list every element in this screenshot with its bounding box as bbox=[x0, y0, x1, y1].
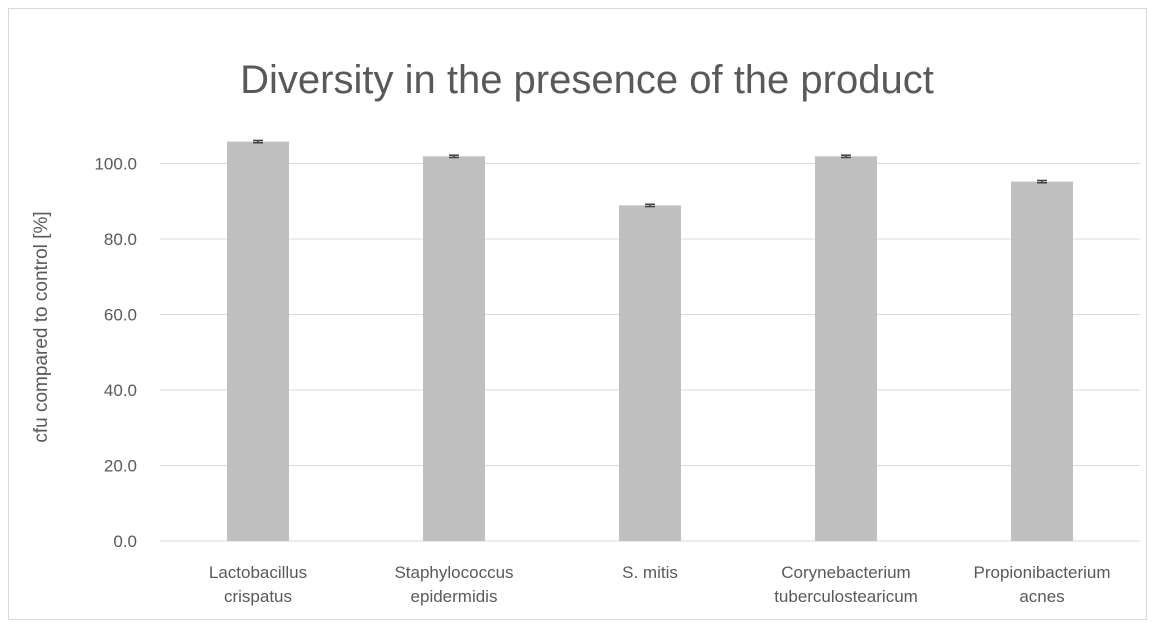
x-tick-label: Staphylococcus epidermidis bbox=[394, 563, 513, 606]
x-tick-label: Corynebacterium tuberculostearicum bbox=[774, 563, 918, 606]
x-tick-label: Propionibacterium acnes bbox=[973, 563, 1110, 606]
y-tick-label: 100.0 bbox=[94, 155, 137, 174]
y-tick-label: 40.0 bbox=[104, 381, 137, 400]
x-tick-labels: Lactobacillus crispatus Staphylococcus epid… bbox=[209, 563, 1111, 606]
y-tick-labels: 0.0 20.0 40.0 60.0 80.0 100.0 bbox=[94, 155, 137, 552]
chart-title: Diversity in the presence of the product bbox=[240, 58, 934, 102]
bars bbox=[227, 139, 1073, 542]
x-tick-label: Lactobacillus crispatus bbox=[209, 563, 307, 606]
x-tick-label: S. mitis bbox=[622, 563, 678, 582]
bar-chart: Diversity in the presence of the product… bbox=[31, 58, 1140, 606]
chart-frame: Diversity in the presence of the product… bbox=[8, 8, 1147, 620]
bar bbox=[1011, 181, 1073, 541]
y-tick-label: 0.0 bbox=[113, 532, 137, 551]
y-tick-label: 80.0 bbox=[104, 230, 137, 249]
y-axis-label: cfu compared to control [%] bbox=[31, 211, 52, 442]
bar bbox=[815, 156, 877, 541]
bar bbox=[423, 156, 485, 541]
bar bbox=[227, 141, 289, 542]
bar bbox=[619, 205, 681, 541]
y-tick-label: 20.0 bbox=[104, 457, 137, 476]
y-tick-label: 60.0 bbox=[104, 306, 137, 325]
